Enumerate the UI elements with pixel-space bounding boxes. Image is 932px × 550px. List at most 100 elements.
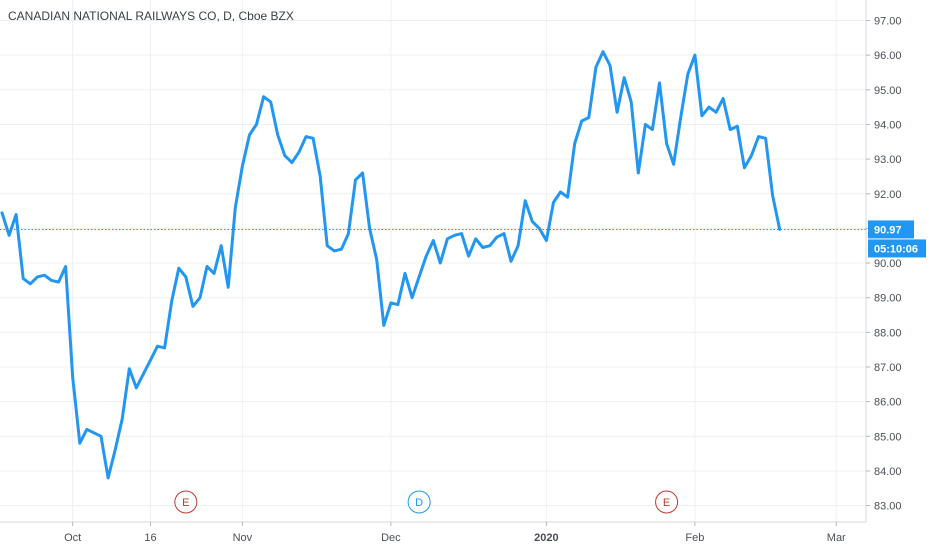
data-point xyxy=(410,296,414,300)
price-tick-label: 94.00 xyxy=(874,119,902,131)
data-point xyxy=(14,213,18,217)
earnings-event-marker[interactable]: E xyxy=(174,490,198,514)
data-point xyxy=(559,190,563,194)
time-tick-label: Dec xyxy=(381,532,401,544)
data-point xyxy=(127,367,131,371)
price-axis-ticks: 97.0096.0095.0094.0093.0092.0091.0090.00… xyxy=(866,16,902,513)
data-point xyxy=(332,249,336,253)
data-point xyxy=(35,275,39,279)
data-point xyxy=(573,142,577,146)
data-point xyxy=(346,232,350,236)
data-point xyxy=(530,219,534,223)
data-point xyxy=(361,171,365,175)
data-point xyxy=(21,277,25,281)
event-label: D xyxy=(415,497,423,509)
data-point xyxy=(544,239,548,243)
price-tick-label: 85.00 xyxy=(874,431,902,443)
data-point xyxy=(693,53,697,57)
data-point xyxy=(184,275,188,279)
data-point xyxy=(700,114,704,118)
data-point xyxy=(325,244,329,248)
earnings-event-marker[interactable]: E xyxy=(655,490,679,514)
data-point xyxy=(438,261,442,265)
price-series-line[interactable] xyxy=(0,50,782,480)
data-point xyxy=(771,193,775,197)
price-tick-label: 97.00 xyxy=(874,16,902,28)
price-tick-label: 90.00 xyxy=(874,258,902,270)
data-point xyxy=(290,161,294,165)
data-point xyxy=(318,174,322,178)
data-point xyxy=(551,200,555,204)
data-point xyxy=(658,81,662,85)
data-point xyxy=(537,226,541,230)
data-point xyxy=(424,254,428,258)
data-point xyxy=(226,285,230,289)
data-point xyxy=(339,247,343,251)
data-point xyxy=(580,119,584,123)
data-point xyxy=(672,162,676,166)
data-point xyxy=(113,448,117,452)
data-point xyxy=(523,199,527,203)
data-point xyxy=(665,142,669,146)
data-point xyxy=(297,150,301,154)
time-tick-label: 2020 xyxy=(534,532,558,544)
data-point xyxy=(749,154,753,158)
data-point xyxy=(99,434,103,438)
last-price-badge: 90.97 xyxy=(868,220,914,239)
data-point xyxy=(212,271,216,275)
data-point xyxy=(205,265,209,269)
data-point xyxy=(170,299,174,303)
data-point xyxy=(156,344,160,348)
data-point xyxy=(368,226,372,230)
time-tick-label: Nov xyxy=(233,532,253,544)
data-point xyxy=(622,76,626,80)
data-point xyxy=(28,282,32,286)
data-point xyxy=(481,245,485,249)
data-point xyxy=(354,178,358,182)
data-point xyxy=(650,128,654,132)
data-point xyxy=(177,266,181,270)
data-point xyxy=(495,235,499,239)
event-label: E xyxy=(663,497,670,509)
data-point xyxy=(141,372,145,376)
price-tick-label: 96.00 xyxy=(874,50,902,62)
data-point xyxy=(728,128,732,132)
data-point xyxy=(78,441,82,445)
data-point xyxy=(57,280,61,284)
data-point xyxy=(42,273,46,277)
data-point xyxy=(516,244,520,248)
time-axis-ticks: Oct 16 Nov Dec 2020 Feb Mar xyxy=(64,522,846,544)
price-tick-label: 83.00 xyxy=(874,501,902,513)
data-point xyxy=(721,96,725,100)
data-point xyxy=(71,375,75,379)
data-point xyxy=(49,278,53,282)
dividend-event-marker[interactable]: D xyxy=(407,490,431,514)
data-point xyxy=(304,135,308,139)
data-point xyxy=(467,254,471,258)
price-tick-label: 86.00 xyxy=(874,397,902,409)
data-point xyxy=(233,206,237,210)
data-point xyxy=(255,122,259,126)
data-point xyxy=(311,136,315,140)
data-point xyxy=(7,233,11,237)
data-point xyxy=(756,135,760,139)
data-point xyxy=(191,304,195,308)
data-point xyxy=(502,232,506,236)
price-tick-label: 93.00 xyxy=(874,154,902,166)
price-tick-label: 88.00 xyxy=(874,327,902,339)
data-point xyxy=(276,133,280,137)
data-point xyxy=(488,244,492,248)
data-point xyxy=(198,296,202,300)
data-point xyxy=(403,271,407,275)
data-point xyxy=(396,303,400,307)
countdown-badge: 05:10:06 xyxy=(868,239,926,258)
time-tick-label: Oct xyxy=(64,532,81,544)
data-point xyxy=(686,72,690,76)
data-point xyxy=(247,133,251,137)
data-point xyxy=(106,476,110,480)
price-tick-label: 95.00 xyxy=(874,85,902,97)
data-point xyxy=(566,195,570,199)
